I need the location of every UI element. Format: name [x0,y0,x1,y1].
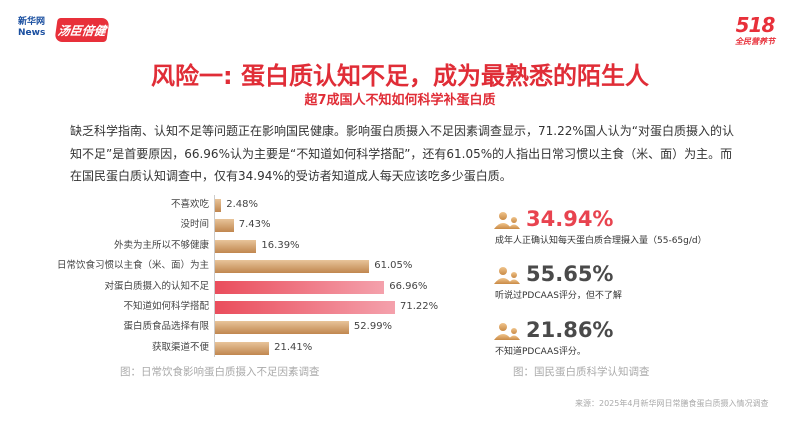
people-icon [494,267,520,284]
bar-value: 61.05% [374,260,413,272]
stat-value: 21.86% [526,318,614,342]
chart-row: 对蛋白质摄入的认知不足 66.96% [0,280,427,294]
bar [215,219,234,233]
stat-value: 34.94% [526,207,614,231]
bar-label: 不知道如何科学搭配 [123,301,209,312]
bar-value: 16.39% [261,239,300,251]
stat-description: 听说过PDCAAS评分，但不了解 [495,291,622,301]
body-paragraph: 缺乏科学指南、认知不足等问题正在影响国民健康。影响蛋白质摄入不足因素调查显示，7… [70,124,734,183]
stat-value: 55.65% [526,262,614,286]
chart-row: 没时间 7.43% [0,218,400,233]
people-icon [494,212,520,229]
bar-value: 71.22% [400,301,439,312]
page-title: 风险一: 蛋白质认知不足，成为最熟悉的陌生人 [151,62,649,90]
bar-label: 对蛋白质摄入的认知不足 [104,280,209,292]
bar-value: 7.43% [238,219,271,231]
festival-number: 518 [735,13,776,37]
bar-label: 获取渠道不便 [151,341,209,353]
bar [215,239,257,253]
bar [215,280,385,294]
stat-description: 不知道PDCAAS评分。 [495,347,586,357]
festival-text: 全民营养节 [735,37,775,46]
brand-logo-text: 汤臣倍健 [56,23,107,38]
bar [215,260,370,274]
chart-axis [214,195,215,357]
page-subtitle: 超7成国人不知如何科学补蛋白质 [304,93,496,108]
bar-value: 66.96% [389,280,428,292]
brand-logo: 汤臣倍健 [54,18,110,42]
people-icon [494,323,520,340]
bar [215,341,270,355]
bar-label: 日常饮食习惯以主食（米、面）为主 [56,260,209,272]
source-note: 来源：2025年4月新华网日常膳食蛋白质摄入情况调查 [575,399,769,408]
stats-caption: 图：国民蛋白质科学认知调查 [513,366,650,378]
chart-row: 不喜欢吃 2.48% [0,198,400,212]
chart-row: 蛋白质食品选择有限 52.99% [0,320,400,335]
chart-row: 外卖为主所以不够健康 16.39% [0,239,400,253]
bar-value: 2.48% [226,199,259,210]
bar-label: 蛋白质食品选择有限 [123,321,209,333]
chart-row: 不知道如何科学搭配 71.22% [0,300,438,314]
stat-description: 成年人正确认知每天蛋白质合理摄入量（55-65g/d） [495,236,707,246]
bar [215,199,222,212]
bar [215,301,395,314]
festival-logo: 518 全民营养节 [735,14,775,48]
chart-row: 获取渠道不便 21.41% [0,341,400,355]
bar [215,321,349,335]
bar-label: 不喜欢吃 [170,199,209,210]
bar-label: 外卖为主所以不够健康 [113,239,209,251]
xinhua-logo: 新华网 News [18,17,46,38]
bar-value: 52.99% [353,321,393,333]
bar-value: 21.41% [274,341,313,353]
chart-row: 日常饮食习惯以主食（米、面）为主 61.05% [0,259,412,274]
bar-label: 没时间 [180,219,209,231]
chart-caption: 图：日常饮食影响蛋白质摄入不足因素调查 [120,366,320,378]
